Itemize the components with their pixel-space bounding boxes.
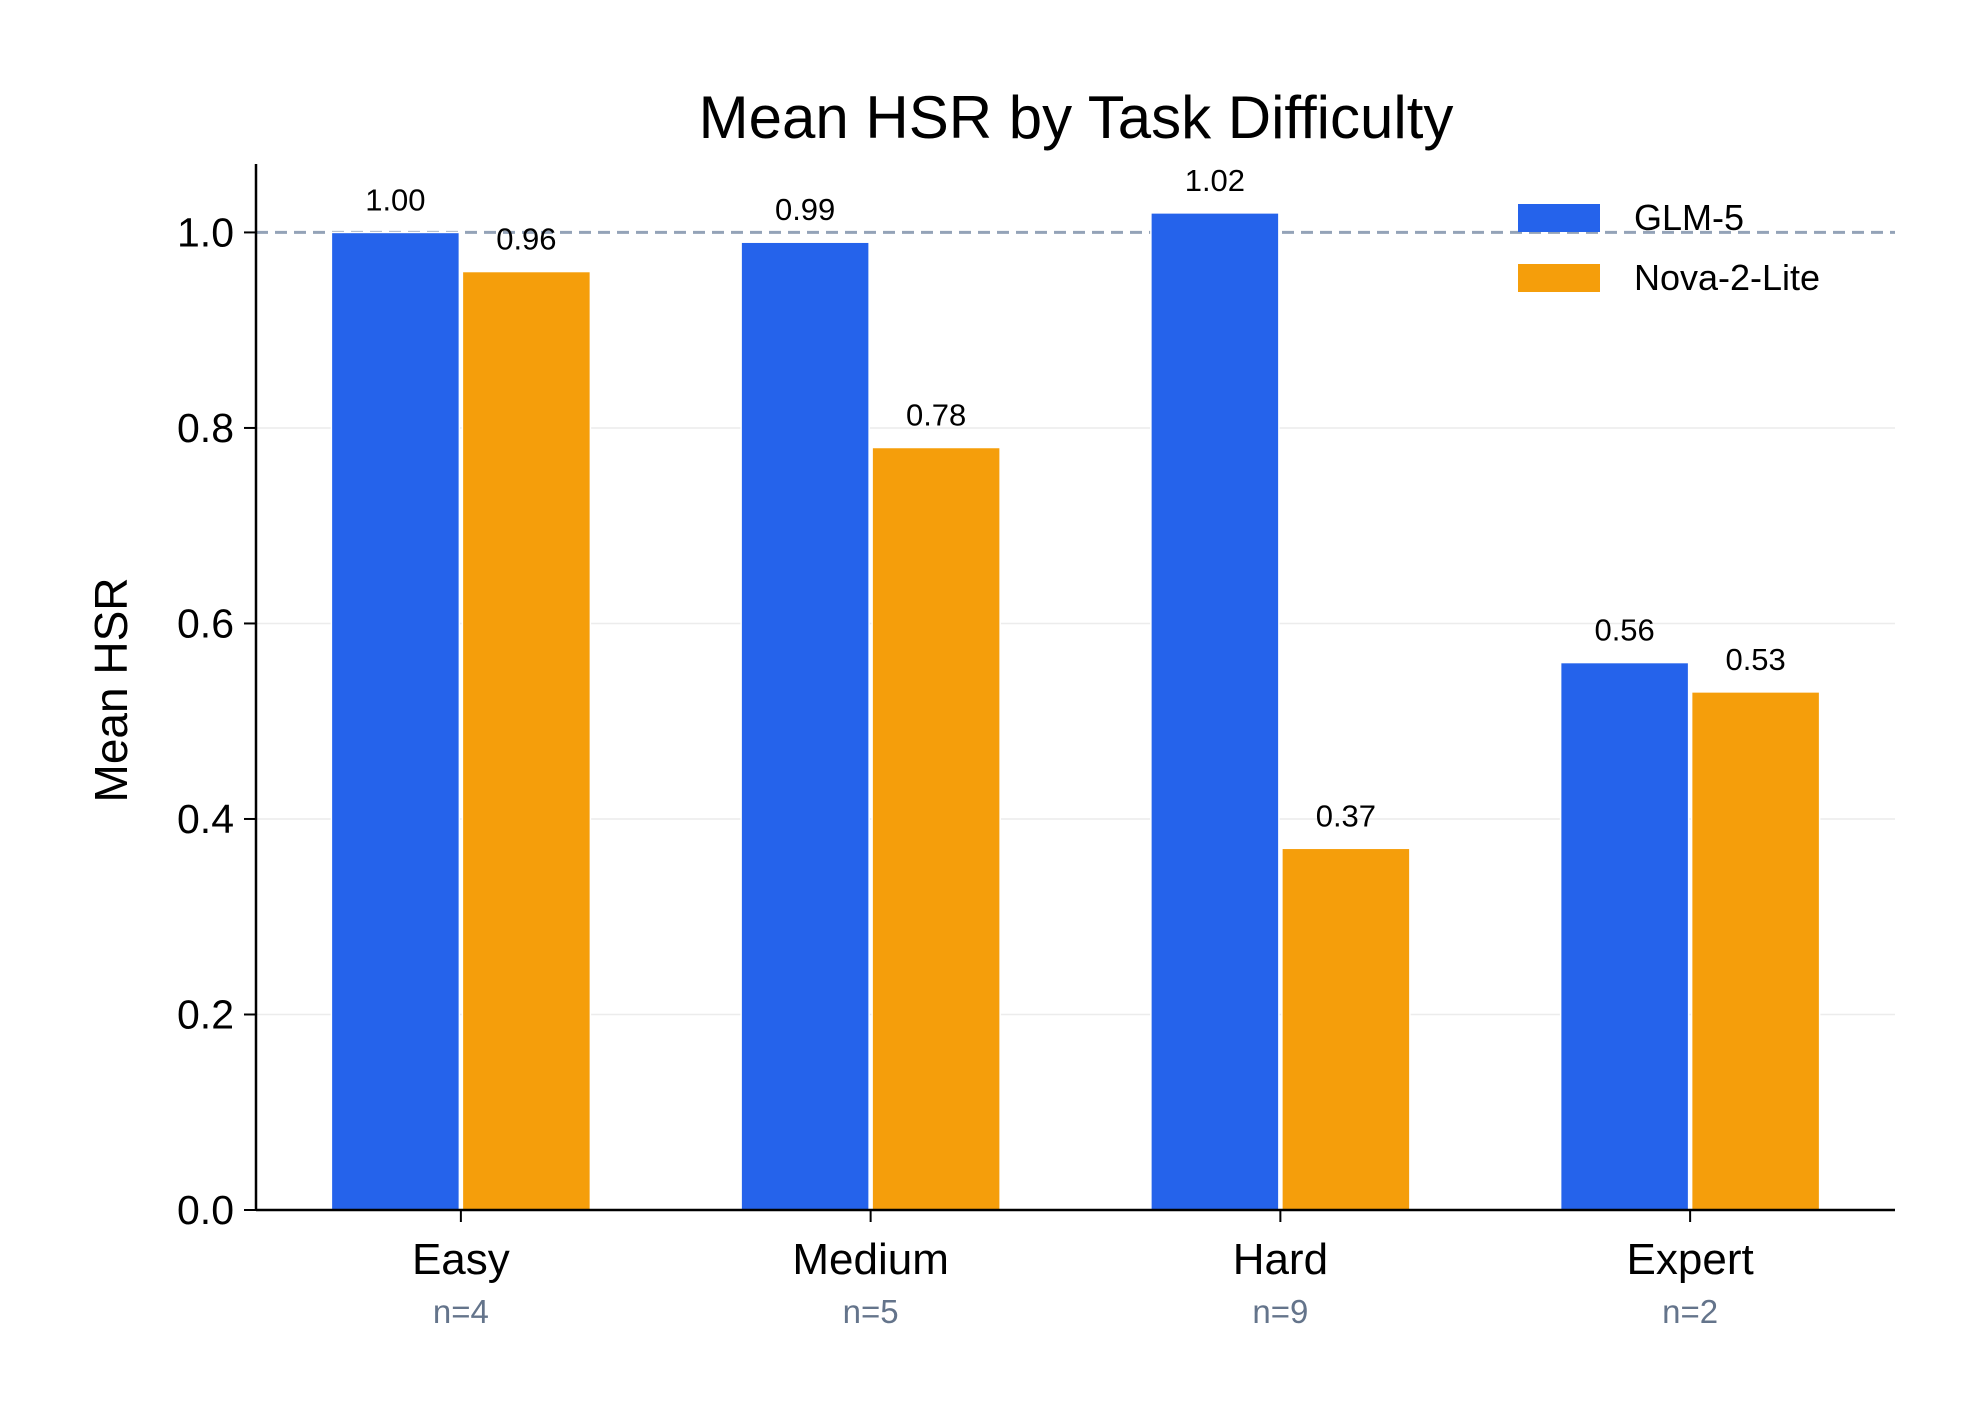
legend-swatch xyxy=(1518,204,1600,232)
y-tick-label: 0.0 xyxy=(177,1187,234,1233)
bar-glm-5-easy xyxy=(330,231,461,1211)
legend-swatch xyxy=(1518,264,1600,292)
bar-glm-5-expert xyxy=(1559,661,1690,1211)
x-tick-sublabel: n=5 xyxy=(843,1293,899,1330)
x-tick-sublabel: n=4 xyxy=(433,1293,489,1330)
data-label: 0.37 xyxy=(1316,798,1376,833)
bar-nova-2-lite-hard xyxy=(1281,847,1411,1211)
data-label: 0.78 xyxy=(906,397,966,432)
x-tick-label: Easy xyxy=(412,1235,510,1284)
bar-nova-2-lite-expert xyxy=(1690,691,1821,1211)
y-tick-label: 0.4 xyxy=(177,796,234,842)
y-tick-label: 1.0 xyxy=(177,209,234,255)
data-label: 0.53 xyxy=(1725,642,1785,677)
bar-glm-5-medium xyxy=(740,241,870,1211)
axes: 0.0 0.2 0.4 0.6 0.8 1.0 Easy n=4 Medium n=5 Hard n=… xyxy=(177,164,1895,1330)
bars xyxy=(330,212,1821,1211)
x-tick-label: Medium xyxy=(792,1235,949,1284)
x-tick-label: Hard xyxy=(1233,1235,1328,1284)
data-label: 1.02 xyxy=(1185,163,1245,198)
data-label: 0.99 xyxy=(775,192,835,227)
data-label: 0.96 xyxy=(496,222,556,257)
bar-glm-5-hard xyxy=(1150,212,1280,1211)
legend-label: Nova-2-Lite xyxy=(1634,257,1820,298)
legend-label: GLM-5 xyxy=(1634,197,1744,238)
legend: GLM-5 Nova-2-Lite xyxy=(1518,197,1820,298)
x-tick-sublabel: n=2 xyxy=(1662,1293,1718,1330)
bar-nova-2-lite-medium xyxy=(871,446,1001,1211)
y-tick-label: 0.2 xyxy=(177,991,234,1037)
data-label: 1.00 xyxy=(365,182,425,217)
y-tick-label: 0.6 xyxy=(177,600,234,646)
bar-nova-2-lite-easy xyxy=(461,270,592,1211)
y-axis-label: Mean HSR xyxy=(85,578,137,803)
x-tick-sublabel: n=9 xyxy=(1252,1293,1308,1330)
x-tick-label: Expert xyxy=(1627,1235,1754,1284)
chart-title: Mean HSR by Task Difficulty xyxy=(699,84,1454,151)
data-label: 0.56 xyxy=(1594,613,1654,648)
data-labels: 1.00 0.96 0.99 0.78 1.02 0.37 0.56 0.53 xyxy=(365,163,1786,833)
y-tick-label: 0.8 xyxy=(177,405,234,451)
